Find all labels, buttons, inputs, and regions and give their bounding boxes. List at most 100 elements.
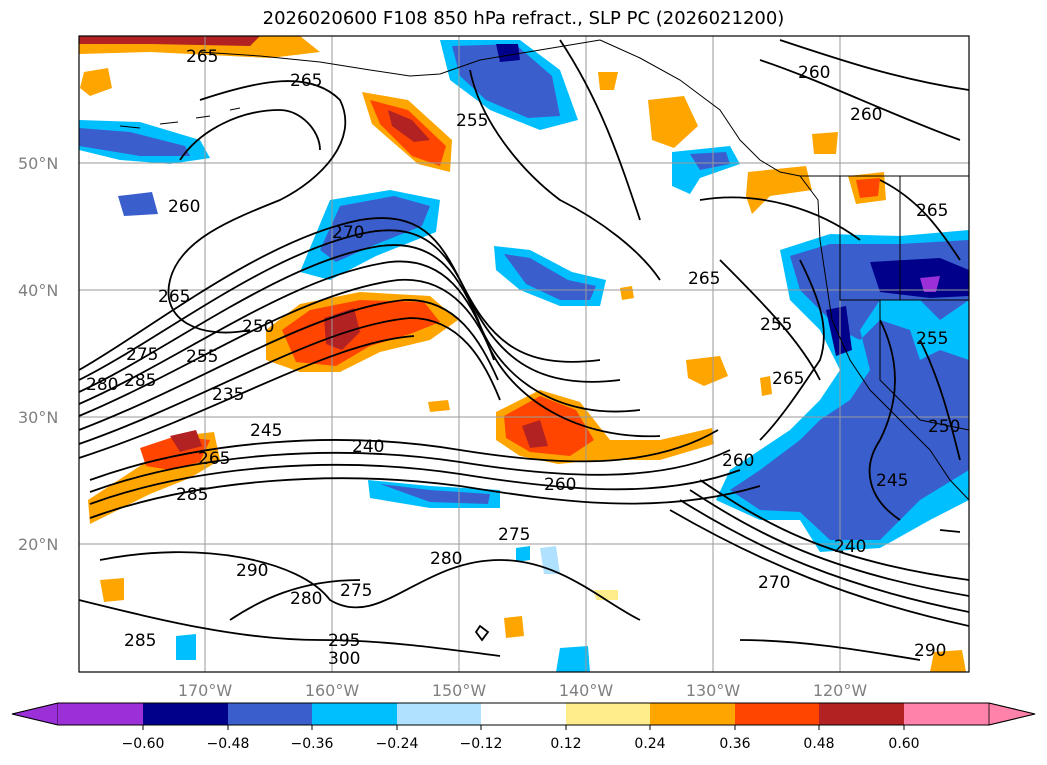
anomaly-positive (930, 650, 966, 672)
contour-label: 265 (290, 71, 322, 91)
anomaly-positive (856, 178, 880, 198)
contour-label: 240 (834, 537, 866, 557)
contour-label: 290 (914, 641, 946, 661)
lon-label-120w: 120°W (813, 681, 868, 700)
anomaly-negative (870, 258, 969, 298)
contour-label: 275 (498, 525, 530, 545)
colorbar-segment (143, 703, 228, 725)
anomaly-negative (176, 634, 196, 660)
anomaly-positive (522, 420, 548, 448)
colorbar-tick-label: 0.60 (888, 736, 919, 752)
colorbar-segment (650, 703, 735, 725)
lat-label-20n: 20°N (18, 535, 58, 554)
anomaly-positive (648, 96, 698, 148)
contour-line (179, 109, 321, 161)
lon-label-130w: 130°W (686, 681, 741, 700)
aleutian-islands (119, 107, 241, 129)
contour-line (89, 429, 719, 481)
map-title: 2026020600 F108 850 hPa refract., SLP PC… (262, 8, 785, 29)
contour-label: 290 (236, 561, 268, 581)
contour-label: 260 (544, 475, 576, 495)
contour-label: 235 (212, 385, 244, 405)
colorbar-tick-label: 0.48 (803, 736, 834, 752)
contour-line (919, 339, 961, 461)
colorbar-segment (228, 703, 312, 725)
shaded-anomalies (79, 36, 969, 672)
contour-label: 285 (124, 371, 156, 391)
contour-label: 260 (850, 105, 882, 125)
contour-line (79, 317, 501, 445)
colorbar-tick-label: −0.12 (460, 736, 503, 752)
contour-label: 265 (772, 369, 804, 389)
contour-label: 265 (688, 269, 720, 289)
colorbar-segment (735, 703, 819, 725)
lon-label-170w: 170°W (178, 681, 233, 700)
anomaly-positive (80, 68, 112, 96)
mexico-border (919, 419, 969, 431)
anomaly-positive (620, 286, 634, 300)
lat-label-40n: 40°N (18, 281, 58, 300)
colorbar-extend-low (11, 702, 59, 726)
contour-label: 280 (86, 375, 118, 395)
longitude-labels: 170°W 160°W 150°W 140°W 130°W 120°W (178, 681, 868, 700)
colorbar-tick-label: 0.12 (550, 736, 581, 752)
colorbar-segment (819, 703, 904, 725)
anomaly-negative (826, 306, 852, 356)
contour-label: 255 (186, 347, 218, 367)
contour-line (669, 509, 969, 627)
contour-label: 270 (758, 573, 790, 593)
anomaly-negative (320, 196, 430, 262)
colorbar-outline (11, 702, 1036, 726)
contour-line (167, 80, 347, 334)
contour-line (89, 477, 761, 519)
colorbar-segment (481, 703, 566, 725)
contour-label: 280 (290, 589, 322, 609)
anomaly-positive (504, 396, 594, 456)
us-west-coast (819, 239, 969, 501)
anomaly-positive (686, 356, 728, 386)
contour-line (474, 624, 490, 642)
anomaly-negative (118, 192, 158, 216)
anomaly-negative (504, 254, 596, 300)
anomaly-negative (690, 152, 730, 170)
contour-label: 260 (168, 197, 200, 217)
colorbar: −0.60 −0.48 −0.36 −0.24 −0.12 0.12 0.24 … (11, 702, 1036, 752)
anomaly-positive (170, 430, 202, 452)
contour-label: 255 (456, 111, 488, 131)
contour-line (89, 449, 731, 493)
anomaly-positive (812, 132, 838, 154)
contour-line (79, 335, 415, 459)
anomaly-positive (746, 166, 812, 214)
latitude-labels: 50°N 40°N 30°N 20°N (18, 154, 58, 554)
anomaly-positive (598, 72, 618, 90)
anomaly-negative (556, 646, 590, 672)
contour-label: 285 (124, 631, 156, 651)
colorbar-ticks (142, 725, 905, 730)
anomaly-positive (324, 308, 360, 350)
contour-line (699, 479, 969, 581)
coastlines (119, 39, 969, 501)
contour-line (559, 39, 641, 221)
colorbar-tick-label: −0.36 (291, 736, 334, 752)
contour-line (939, 529, 961, 533)
contour-line (79, 217, 601, 371)
anomaly-positive (594, 590, 618, 600)
contour-line (99, 551, 641, 621)
contour-label: 265 (158, 287, 190, 307)
colorbar-segment (397, 703, 481, 725)
anomaly-positive (428, 400, 450, 412)
contour-label: 265 (198, 449, 230, 469)
contour-line (779, 39, 969, 91)
contour-line (79, 229, 621, 383)
anomaly-positive (760, 376, 772, 396)
contour-label: 255 (916, 329, 948, 349)
anomaly-negative (380, 484, 490, 504)
contour-label: 245 (876, 471, 908, 491)
contour-line (469, 69, 661, 281)
contour-label: 285 (176, 485, 208, 505)
contour-line (699, 196, 861, 241)
state-border (839, 176, 969, 421)
contour-label: 270 (332, 223, 364, 243)
colorbar-tick-label: 0.36 (719, 736, 750, 752)
colorbar-tick-label: −0.48 (207, 736, 250, 752)
